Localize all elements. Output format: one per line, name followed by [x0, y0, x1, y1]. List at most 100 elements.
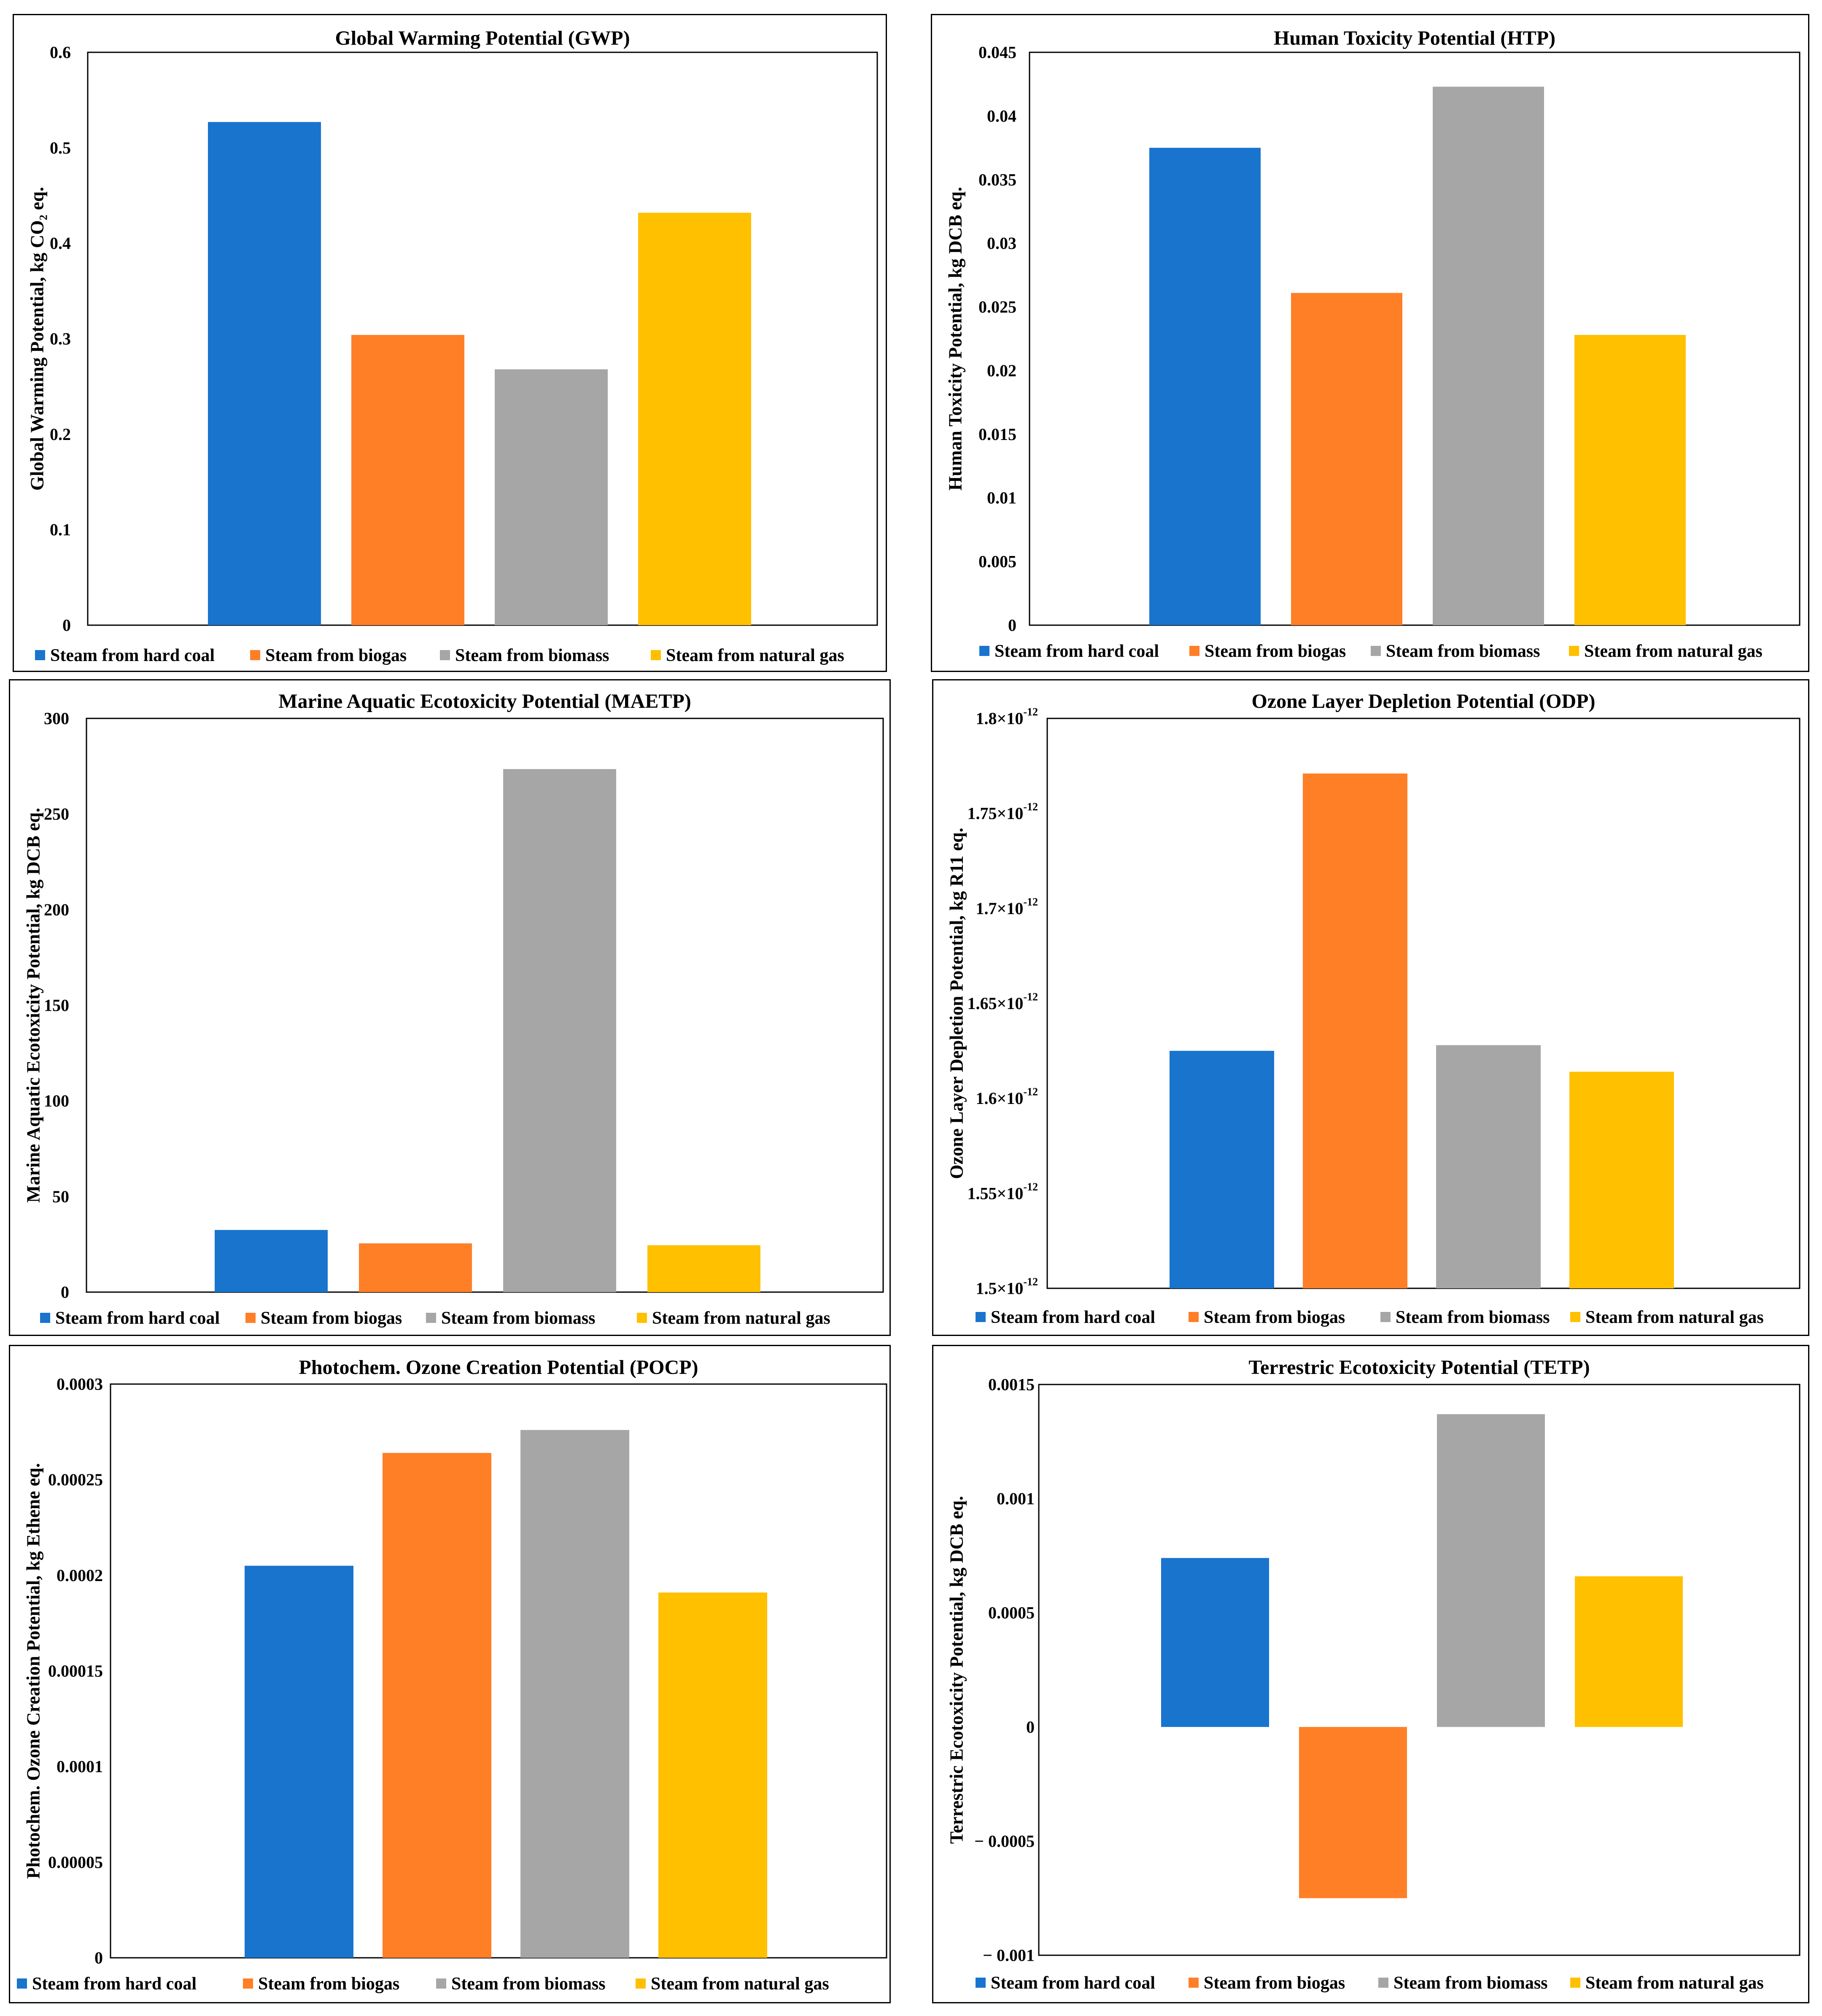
bar-gwp-1: [208, 122, 321, 625]
chart-panel-pocp: Photochem. Ozone Creation Potential (POC…: [9, 1345, 891, 2003]
plot-area: [87, 51, 878, 626]
y-tick-label: 0.0015: [988, 1375, 1035, 1394]
plot-area: [86, 718, 884, 1293]
legend-swatch: [1189, 1312, 1199, 1322]
chart-htp: Human Toxicity Potential (HTP) Human Toxi…: [945, 27, 1800, 661]
legend-swatch: [440, 650, 450, 660]
legend-label: Steam from hard coal: [50, 646, 215, 665]
y-tick-label: 0: [1026, 1717, 1035, 1736]
bar-gwp-4: [638, 213, 751, 625]
plot-area: [1029, 51, 1800, 626]
y-tick-label: 0.3: [50, 329, 71, 348]
chart-tetp: Terrestric Ecotoxicity Potential (TETP) T…: [946, 1356, 1800, 1993]
legend-label: Steam from natural gas: [666, 646, 844, 665]
legend-swatch: [1570, 1978, 1580, 1988]
chart-panel-tetp: Terrestric Ecotoxicity Potential (TETP) T…: [932, 1345, 1809, 2003]
legend-swatch: [979, 646, 989, 656]
chart-panel-gwp: Global Warming Potential (GWP) Global War…: [13, 14, 887, 672]
y-tick-label: 0.035: [978, 170, 1016, 189]
legend-label: Steam from natural gas: [1585, 1308, 1764, 1327]
legend-label: Steam from biogas: [1204, 1308, 1345, 1327]
chart-title: Global Warming Potential (GWP): [335, 27, 630, 49]
y-tick-label: 0.6: [50, 43, 71, 62]
legend-label: Steam from hard coal: [55, 1309, 220, 1328]
legend-swatch: [35, 650, 45, 660]
bar-htp-2: [1291, 293, 1402, 625]
y-axis-label: Marine Aquatic Ecotoxicity Potential, kg…: [23, 808, 44, 1203]
chart-title: Ozone Layer Depletion Potential (ODP): [1252, 690, 1596, 712]
bar-tetp-1: [1161, 1558, 1269, 1727]
chart-title: Marine Aquatic Ecotoxicity Potential (MA…: [278, 690, 691, 712]
chart-gwp: Global Warming Potential (GWP) Global War…: [27, 27, 878, 665]
bar-odp-1: [1170, 1051, 1274, 1288]
y-tick-label: 300: [44, 709, 69, 728]
legend-swatch: [651, 650, 661, 660]
y-tick-label: 1.6×10-12: [976, 1085, 1038, 1108]
y-tick-label: 200: [44, 900, 69, 919]
legend-label: Steam from natural gas: [651, 1974, 829, 1994]
y-tick-label: 1.75×10-12: [968, 801, 1038, 823]
y-tick-label: 50: [52, 1187, 69, 1206]
y-tick-label: 0.02: [987, 361, 1016, 380]
legend-label: Steam from biomass: [1393, 1973, 1548, 1993]
y-tick-label: 0.025: [978, 297, 1016, 316]
chart-title: Human Toxicity Potential (HTP): [1274, 27, 1555, 49]
y-tick-label: 100: [44, 1091, 69, 1110]
y-tick-label: 1.8×10-12: [976, 706, 1038, 728]
legend-label: Steam from hard coal: [32, 1974, 197, 1994]
bar-tetp-3: [1437, 1414, 1545, 1727]
legend-swatch: [1189, 646, 1199, 656]
legend-swatch: [636, 1978, 646, 1989]
y-tick-label: 0.1: [50, 520, 71, 539]
y-tick-label: 1.55×10-12: [968, 1180, 1038, 1203]
y-tick-label: 0.01: [987, 488, 1016, 507]
legend-label: Steam from hard coal: [995, 642, 1159, 661]
legend-label: Steam from natural gas: [1585, 1973, 1764, 1993]
y-tick-label: 0.045: [978, 43, 1016, 62]
bar-tetp-2: [1299, 1727, 1407, 1898]
legend-swatch: [245, 1313, 256, 1323]
y-tick-label: 150: [44, 996, 69, 1015]
y-axis-label: Ozone Layer Depletion Potential, kg R11 …: [946, 828, 967, 1179]
bar-maetp-4: [647, 1245, 760, 1292]
legend-swatch: [250, 650, 260, 660]
bar-maetp-2: [359, 1243, 472, 1292]
y-axis-label: Global Warming Potential, kg CO₂ eq.: [27, 187, 48, 491]
y-tick-label: 0.00025: [48, 1470, 103, 1489]
y-tick-label: 0.005: [978, 552, 1016, 571]
chart-title: Terrestric Ecotoxicity Potential (TETP): [1248, 1356, 1590, 1379]
y-tick-label: 250: [44, 804, 69, 823]
chart-pocp: Photochem. Ozone Creation Potential (POC…: [17, 1356, 887, 1994]
legend-swatch: [976, 1978, 986, 1988]
legend-label: Steam from hard coal: [991, 1308, 1155, 1327]
bar-htp-4: [1574, 335, 1686, 625]
legend-label: Steam from natural gas: [1584, 642, 1763, 661]
plot-area: [1038, 1384, 1800, 1956]
y-tick-label: 0.0005: [988, 1603, 1035, 1622]
legend-label: Steam from biomass: [1396, 1308, 1550, 1327]
legend-label: Steam from biogas: [261, 1309, 402, 1328]
y-axis-label: Photochem. Ozone Creation Potential, kg …: [23, 1463, 44, 1878]
legend-label: Steam from biomass: [455, 646, 609, 665]
legend-label: Steam from biomass: [451, 1974, 606, 1994]
legend-swatch: [976, 1312, 986, 1322]
plot-area: [1046, 718, 1800, 1289]
legend-swatch: [243, 1978, 253, 1989]
legend-swatch: [436, 1978, 446, 1989]
legend-swatch: [637, 1313, 647, 1323]
bar-pocp-4: [658, 1592, 767, 1958]
bar-htp-3: [1433, 86, 1544, 626]
bar-gwp-3: [495, 369, 608, 625]
bar-odp-4: [1569, 1071, 1674, 1288]
y-tick-label: 1.7×10-12: [976, 896, 1038, 918]
bar-htp-1: [1149, 148, 1261, 625]
bar-odp-2: [1303, 773, 1407, 1288]
y-axis-label: Human Toxicity Potential, kg DCB eq.: [945, 187, 966, 491]
chart-panel-htp: Human Toxicity Potential (HTP) Human Toxi…: [931, 14, 1809, 672]
y-tick-label: 0.04: [987, 106, 1016, 125]
chart-panel-odp: Ozone Layer Depletion Potential (ODP) Ozo…: [932, 679, 1809, 1336]
y-tick-label: − 0.0005: [974, 1832, 1035, 1851]
y-tick-label: 0.0001: [57, 1757, 103, 1776]
plot-area: [110, 1383, 887, 1959]
bar-odp-3: [1436, 1045, 1541, 1288]
